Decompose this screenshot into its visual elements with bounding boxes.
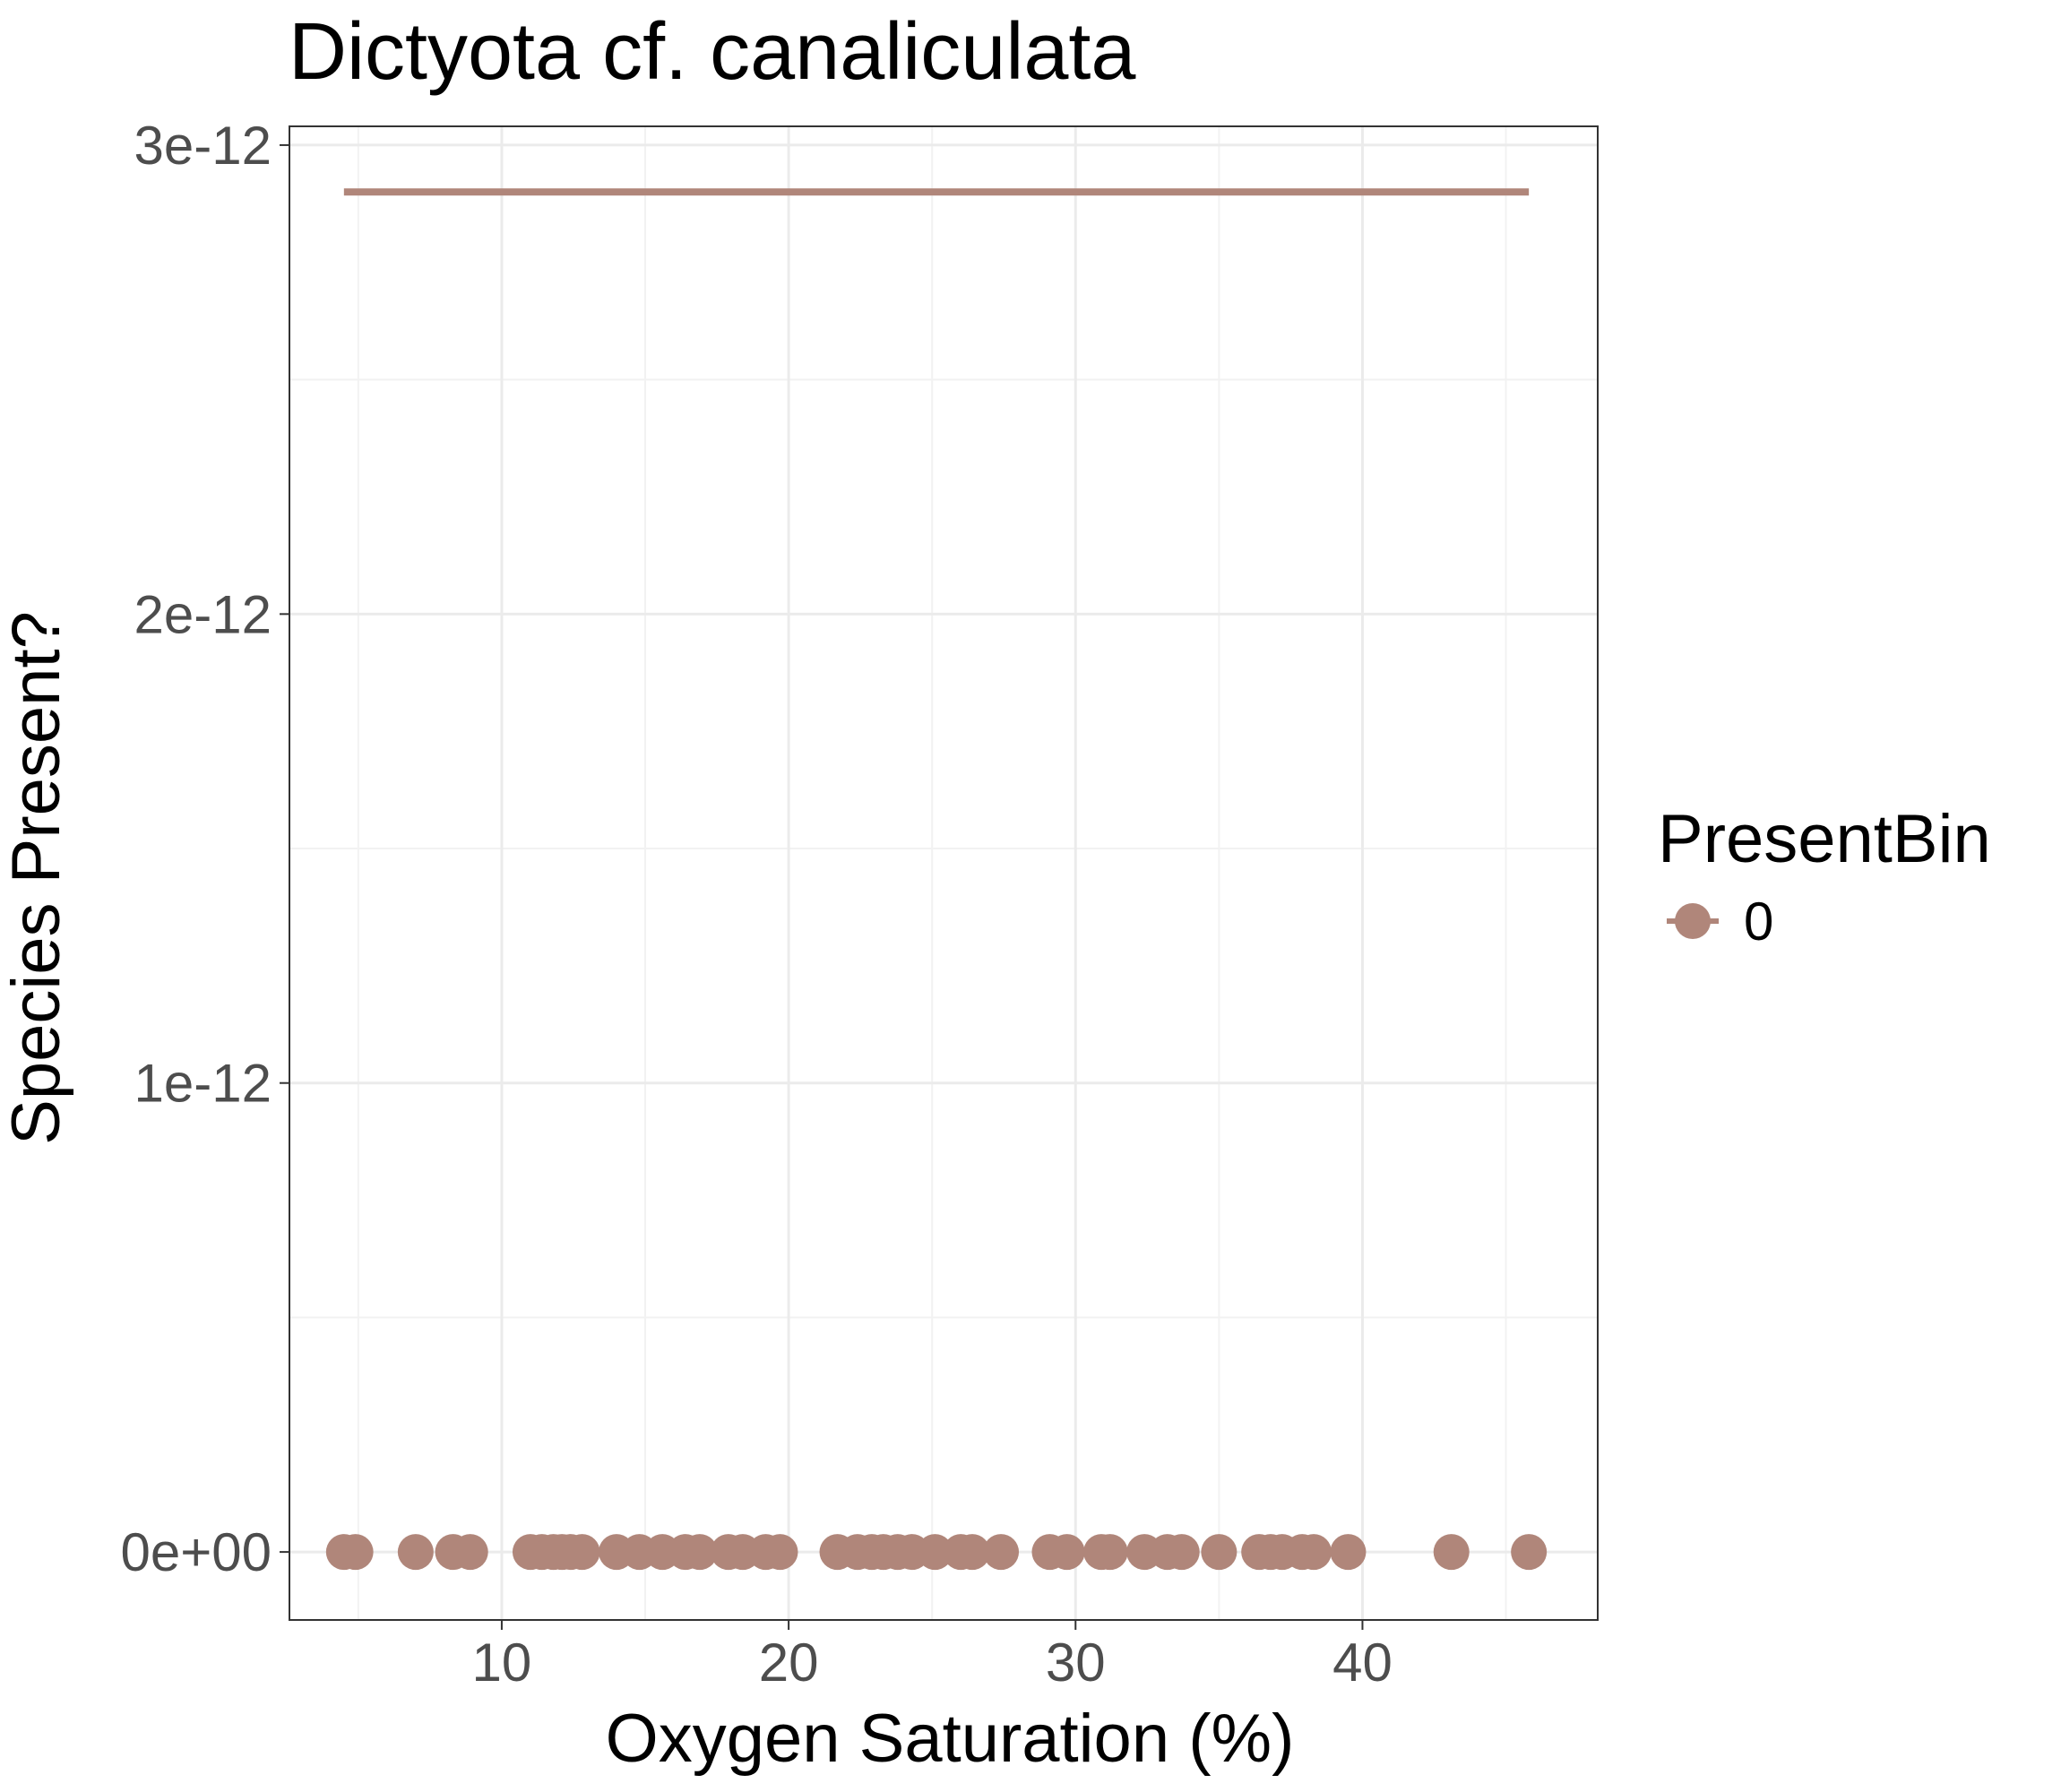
data-point [1511,1534,1548,1571]
data-point [1201,1534,1237,1571]
y-axis-label: Species Present? [0,611,74,1145]
data-point [1163,1534,1200,1571]
data-point [917,1534,953,1571]
data-point [1433,1534,1470,1571]
x-axis-label: Oxygen Saturation (%) [606,1701,1295,1777]
data-point [681,1534,718,1571]
data-point [397,1534,434,1571]
x-tick-label: 10 [472,1633,532,1693]
legend-key-dot [1675,903,1711,939]
legend-entry-label: 0 [1744,892,1773,952]
data-point [337,1534,374,1571]
data-point [1048,1534,1085,1571]
data-point [452,1534,488,1571]
y-tick-label: 3e-12 [134,116,272,176]
y-tick-label: 1e-12 [134,1054,272,1114]
plot-panel-border [289,125,1599,1621]
data-point [762,1534,798,1571]
legend: PresentBin 0 [1658,801,1991,952]
y-tick-label: 0e+00 [120,1522,272,1582]
x-tick-label: 20 [759,1633,819,1693]
data-point [983,1534,1020,1571]
minor-gridlines [289,126,1598,1620]
x-tick-label: 30 [1046,1633,1106,1693]
legend-title: PresentBin [1658,801,1991,877]
y-tick-label: 2e-12 [134,584,272,644]
data-point [564,1534,600,1571]
chart-title: Dictyota cf. canaliculata [289,7,1136,97]
major-gridlines [289,126,1598,1620]
x-tick-label: 40 [1332,1633,1393,1693]
data-point [1296,1534,1332,1571]
x-axis-ticks: 10 20 30 40 [472,1620,1393,1693]
data-point [954,1534,991,1571]
data-points [325,1534,1548,1571]
data-point [1330,1534,1367,1571]
y-axis-ticks: 0e+00 1e-12 2e-12 3e-12 [120,116,289,1582]
data-point [1091,1534,1128,1571]
